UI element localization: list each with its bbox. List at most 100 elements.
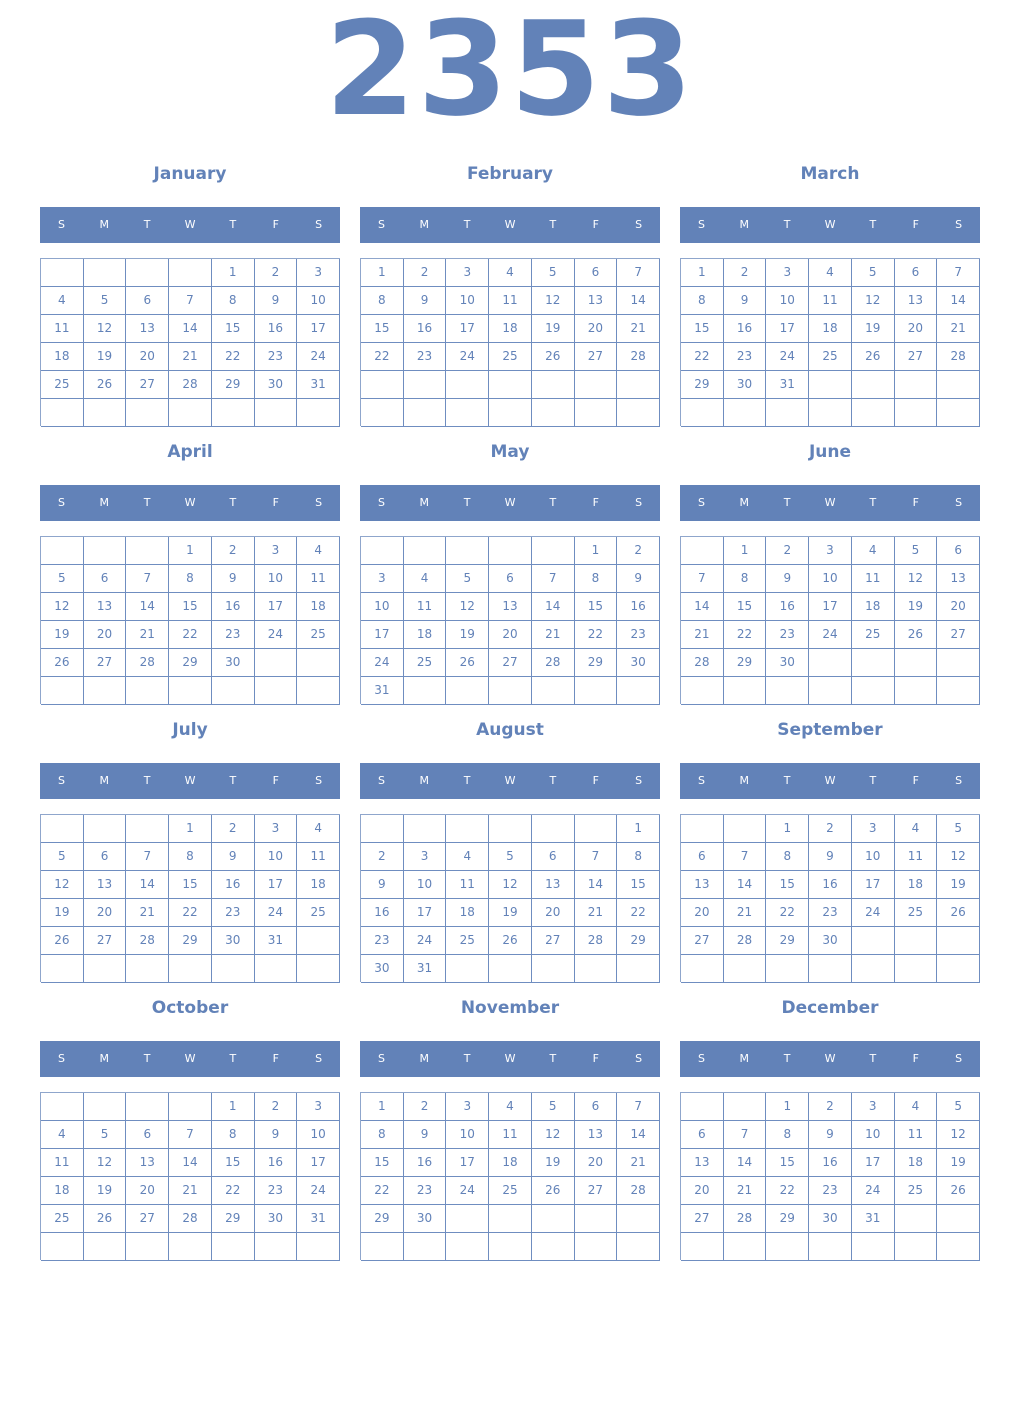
day-cell [446,537,490,565]
day-cell: 15 [361,1149,404,1177]
day-cell: 2 [254,259,298,287]
day-cell: 7 [723,843,767,871]
day-cell: 17 [851,871,895,899]
day-cell [169,1233,212,1261]
day-cell: 3 [361,565,404,593]
weekday-label: F [912,774,919,787]
month-title: August [476,720,544,740]
day-cell: 26 [937,1177,980,1205]
day-cell: 13 [574,1121,618,1149]
day-grid: 1 2 3 4 5 6 7 8 9 10 11 12 13 14 15 16 17 18 19 20 21 22 23 24 2… [680,1092,980,1261]
weekday-label: S [697,774,705,787]
day-cell: 25 [894,1177,938,1205]
day-cell [297,677,340,705]
weekday-label: T [229,496,237,509]
day-cell: 18 [446,899,490,927]
day-cell [894,677,938,705]
day-cell: 18 [809,315,852,343]
day-cell: 27 [574,343,618,371]
weekday-label: S [955,218,963,231]
day-grid: 1 2 3 4 5 6 7 8 9 10 11 12 13 14 15 16 17 18 19 20 21 22 23 24 2… [360,1092,660,1261]
day-cell: 6 [574,259,618,287]
day-cell [766,1233,810,1261]
day-cell: 28 [937,343,980,371]
day-cell: 23 [403,1177,447,1205]
day-cell: 13 [489,593,532,621]
day-cell: 6 [894,259,938,287]
day-cell: 20 [489,621,532,649]
day-cell [894,649,938,677]
day-cell [681,815,724,843]
day-cell: 26 [531,343,575,371]
day-cell: 28 [617,343,660,371]
day-cell: 30 [403,1205,447,1233]
day-cell: 21 [723,899,767,927]
weekday-label: S [697,1052,705,1065]
day-cell [41,677,84,705]
day-cell: 23 [809,1177,852,1205]
day-cell [403,815,447,843]
day-cell: 10 [254,843,298,871]
day-cell: 22 [211,343,255,371]
month-title: February [466,164,554,184]
day-cell [894,955,938,983]
day-cell [851,399,895,427]
day-cell: 19 [894,593,938,621]
day-cell: 19 [41,899,84,927]
day-cell: 24 [766,343,810,371]
day-cell: 19 [83,1177,127,1205]
day-cell: 18 [894,871,938,899]
weekday-label: T [783,774,791,787]
day-cell [574,371,618,399]
day-cell: 5 [83,1121,127,1149]
day-cell: 23 [617,621,660,649]
day-cell: 28 [169,371,212,399]
day-cell: 26 [489,927,532,955]
day-cell: 17 [254,593,298,621]
month-title: June [808,442,852,462]
day-cell: 2 [211,815,255,843]
day-cell: 11 [446,871,490,899]
day-cell: 15 [169,593,212,621]
day-cell: 30 [617,649,660,677]
day-cell: 15 [766,871,810,899]
day-cell: 9 [617,565,660,593]
day-cell: 4 [489,1093,532,1121]
day-cell [126,259,170,287]
day-cell: 17 [403,899,447,927]
day-cell [297,927,340,955]
day-cell [83,955,127,983]
day-cell: 7 [574,843,618,871]
day-cell: 18 [403,621,447,649]
day-cell: 23 [766,621,810,649]
day-cell [617,955,660,983]
day-cell: 9 [403,287,447,315]
day-cell: 20 [83,899,127,927]
day-cell: 14 [169,1149,212,1177]
day-grid: 1 2 3 4 5 6 7 8 9 10 11 12 13 14 15 16 17 18 19 20 21 22 23 24 2… [40,814,340,983]
day-cell: 2 [403,259,447,287]
day-cell: 7 [617,259,660,287]
day-cell: 24 [403,927,447,955]
day-cell [83,815,127,843]
day-cell: 21 [937,315,980,343]
weekday-label: S [377,496,385,509]
month-title: March [800,164,860,184]
day-cell: 22 [169,899,212,927]
day-cell: 25 [894,899,938,927]
day-cell: 2 [809,1093,852,1121]
day-cell [723,677,767,705]
day-cell: 30 [766,649,810,677]
day-cell: 28 [531,649,575,677]
day-cell: 17 [766,315,810,343]
day-cell: 14 [169,315,212,343]
day-cell: 1 [211,259,255,287]
day-cell: 21 [723,1177,767,1205]
day-cell: 3 [297,259,340,287]
day-cell: 11 [489,1121,532,1149]
day-cell: 24 [254,899,298,927]
day-cell [361,1233,404,1261]
weekday-label: M [739,496,750,509]
day-cell: 17 [254,871,298,899]
day-cell [489,1233,532,1261]
